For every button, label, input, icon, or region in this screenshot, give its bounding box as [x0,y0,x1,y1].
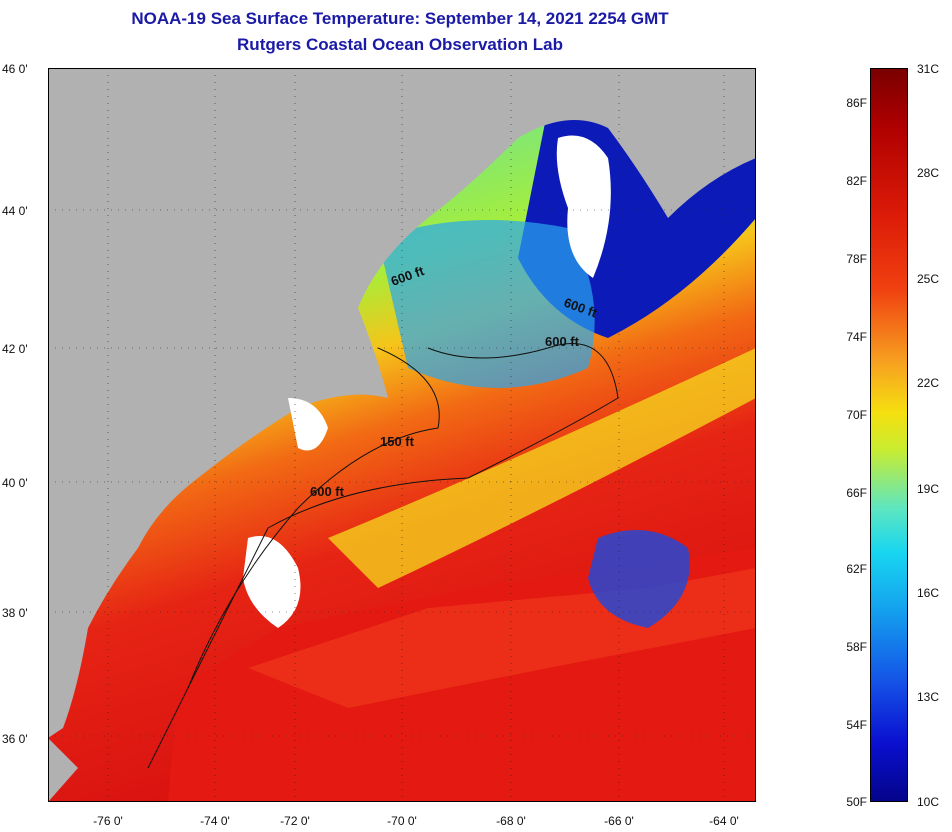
lon-label: -70 0' [387,814,417,828]
fahrenheit-label: 50F [846,795,867,809]
lat-label: 46 0' [2,62,28,76]
lat-label: 42 0' [2,342,28,356]
land-nova-scotia [656,68,756,128]
cold-eddy [588,530,690,628]
fahrenheit-label: 74F [846,330,867,344]
lon-label: -66 0' [604,814,634,828]
celsius-label: 10C [917,795,940,809]
celsius-label: 28C [917,166,940,180]
fahrenheit-label: 70F [846,408,867,422]
celsius-label: 22C [917,376,940,390]
map-subtitle: Rutgers Coastal Ocean Observation Lab [237,35,563,54]
contour-150ft [187,347,440,689]
contour-label: 600 ft [310,484,345,499]
fahrenheit-label: 62F [846,562,867,576]
lat-label: 44 0' [2,204,28,218]
fahrenheit-label: 78F [846,252,867,266]
contour-label: 150 ft [380,434,415,449]
land-delmarva [48,738,78,802]
fahrenheit-label: 54F [846,718,867,732]
clouds-gulf-of-maine [556,135,611,278]
lon-label: -68 0' [496,814,526,828]
celsius-label: 16C [917,586,940,600]
celsius-label: 31C [917,62,940,76]
contour-label: 600 ft [545,334,580,349]
fahrenheit-label: 66F [846,486,867,500]
contour-600ft [147,343,619,769]
celsius-label: 25C [917,272,940,286]
lon-label: -76 0' [93,814,123,828]
lon-label: -72 0' [280,814,310,828]
temperature-colorbar [870,68,908,802]
fahrenheit-label: 86F [846,96,867,110]
fahrenheit-label: 82F [846,174,867,188]
map-title: NOAA-19 Sea Surface Temperature: Septemb… [131,9,669,28]
lat-label: 38 0' [2,606,28,620]
celsius-label: 13C [917,690,940,704]
sst-map: 600 ft 600 ft 600 ft 150 ft 600 ft [48,68,756,802]
celsius-label: 19C [917,482,940,496]
lat-label: 36 0' [2,732,28,746]
lon-label: -74 0' [200,814,230,828]
fahrenheit-label: 58F [846,640,867,654]
lat-label: 40 0' [2,476,28,490]
land-mainland [48,68,756,738]
lon-label: -64 0' [709,814,739,828]
